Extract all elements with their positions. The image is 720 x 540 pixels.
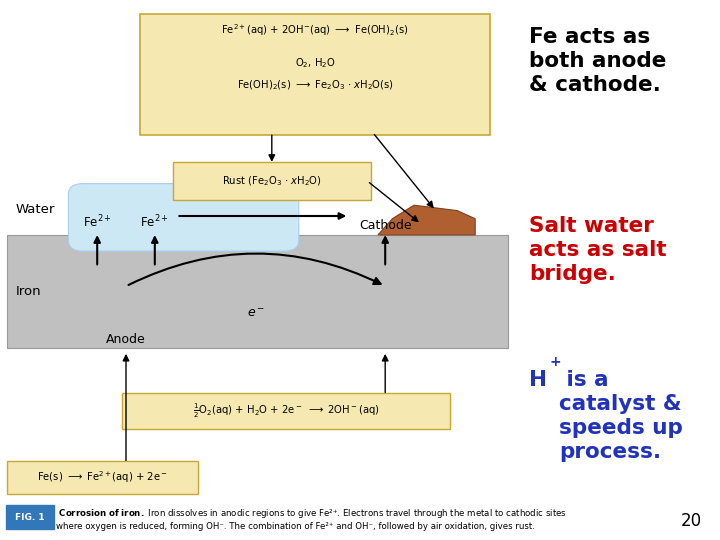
Text: Fe(OH)$_2$(s) $\longrightarrow$ Fe$_2$O$_3$ $\cdot$ $x$H$_2$O(s): Fe(OH)$_2$(s) $\longrightarrow$ Fe$_2$O$… <box>237 78 393 92</box>
FancyBboxPatch shape <box>68 184 299 251</box>
Text: $\bf{Corrosion\ of\ iron.}$ Iron dissolves in anodic regions to give Fe²⁺. Elect: $\bf{Corrosion\ of\ iron.}$ Iron dissolv… <box>56 507 567 531</box>
Text: FIG. 1: FIG. 1 <box>15 513 45 522</box>
Text: Iron: Iron <box>16 285 42 298</box>
Text: Salt water
acts as salt
bridge.: Salt water acts as salt bridge. <box>529 216 667 284</box>
FancyBboxPatch shape <box>173 162 371 200</box>
Text: 20: 20 <box>681 512 702 530</box>
Bar <box>7 235 508 348</box>
Text: Fe acts as
both anode
& cathode.: Fe acts as both anode & cathode. <box>529 27 667 95</box>
Text: Fe$^{2+}$: Fe$^{2+}$ <box>140 214 169 231</box>
Text: Fe$^{2+}$: Fe$^{2+}$ <box>83 214 112 231</box>
Text: Anode: Anode <box>106 333 146 346</box>
Text: e$^-$: e$^-$ <box>247 307 264 320</box>
Text: H: H <box>529 370 547 390</box>
Text: Rust (Fe$_2$O$_3$ $\cdot$ $x$H$_2$O): Rust (Fe$_2$O$_3$ $\cdot$ $x$H$_2$O) <box>222 174 322 188</box>
FancyBboxPatch shape <box>7 461 198 494</box>
Text: Cathode: Cathode <box>359 219 412 232</box>
FancyArrowPatch shape <box>128 254 381 285</box>
FancyBboxPatch shape <box>140 14 490 135</box>
FancyBboxPatch shape <box>122 393 450 429</box>
Text: +: + <box>549 355 561 369</box>
Text: Water: Water <box>16 203 55 216</box>
FancyBboxPatch shape <box>6 505 54 529</box>
Text: Fe(s) $\longrightarrow$ Fe$^{2+}$(aq) + 2e$^-$: Fe(s) $\longrightarrow$ Fe$^{2+}$(aq) + … <box>37 469 168 485</box>
Text: O$_2$, H$_2$O: O$_2$, H$_2$O <box>294 57 336 71</box>
Text: is a
catalyst &
speeds up
process.: is a catalyst & speeds up process. <box>559 370 683 462</box>
Text: $\frac{1}{2}$O$_2$(aq) + H$_2$O + 2e$^-$ $\longrightarrow$ 2OH$^-$(aq): $\frac{1}{2}$O$_2$(aq) + H$_2$O + 2e$^-$… <box>193 402 379 420</box>
Text: Fe$^{2+}$(aq) + 2OH$^{-}$(aq) $\longrightarrow$ Fe(OH)$_2$(s): Fe$^{2+}$(aq) + 2OH$^{-}$(aq) $\longrigh… <box>221 23 409 38</box>
Polygon shape <box>378 205 475 235</box>
